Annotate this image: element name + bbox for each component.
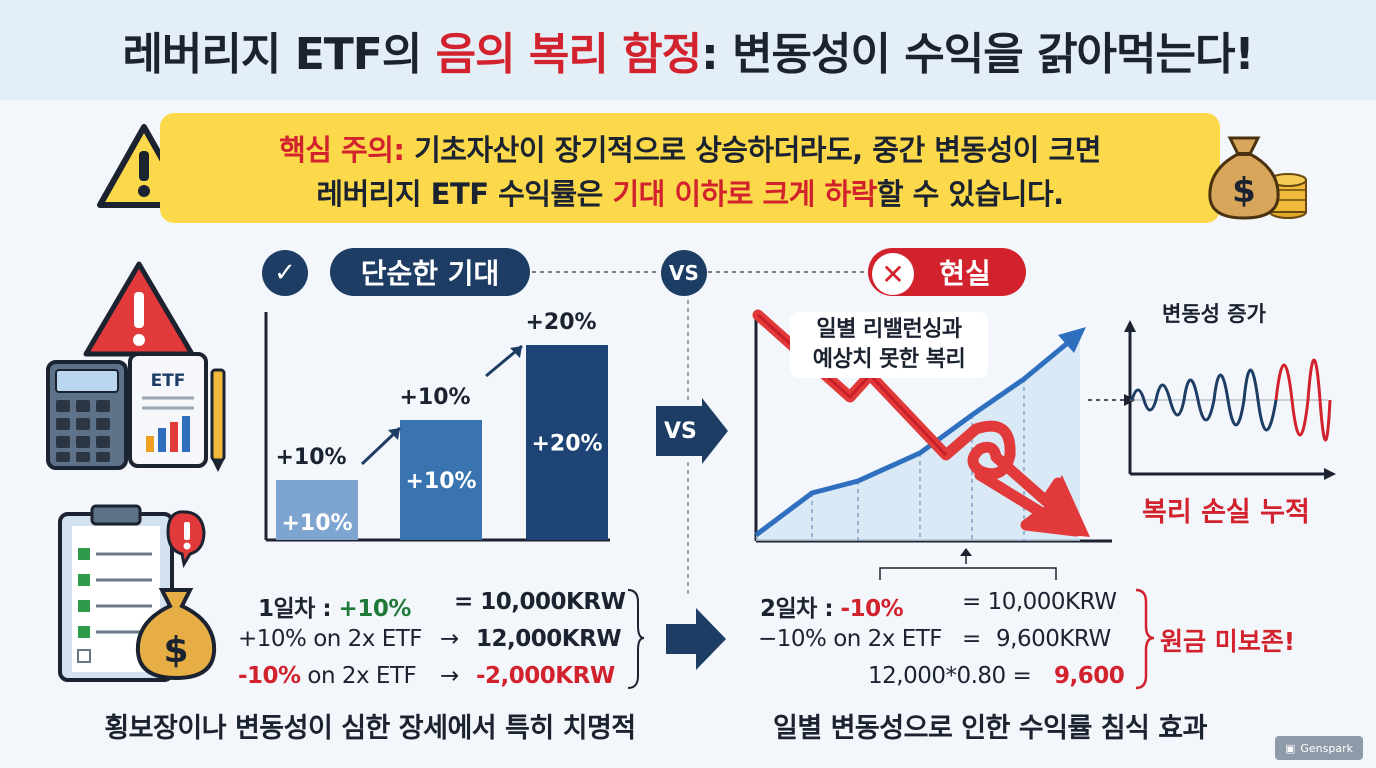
reality-bracket bbox=[879, 548, 1057, 580]
right-brace bbox=[1135, 588, 1155, 690]
title-bar bbox=[0, 0, 1376, 100]
left-brace bbox=[627, 589, 645, 689]
expectation-header: 단순한 기대 bbox=[330, 248, 530, 296]
genspark-logo-icon: ▣ bbox=[1284, 741, 1296, 755]
close-icon: ✕ bbox=[872, 253, 914, 295]
genspark-watermark[interactable]: ▣ Genspark bbox=[1275, 736, 1363, 760]
right-caption: 일별 변동성으로 인한 수익률 침식 효과 bbox=[773, 713, 1207, 744]
right-calc-row2-eq: = bbox=[962, 626, 981, 652]
left-caption: 횡보장이나 변동성이 심한 장세에서 특히 치명적 bbox=[104, 713, 636, 744]
expectation-bar-inner-label: +10% bbox=[405, 469, 476, 494]
svg-text:ETF: ETF bbox=[151, 371, 186, 391]
expectation-bar-top-label: +10% bbox=[275, 445, 346, 470]
right-calc-row2-label: −10% on 2x ETF bbox=[758, 626, 943, 652]
expectation-bar-3 bbox=[526, 345, 608, 540]
expectation-bar-inner-label: +20% bbox=[531, 432, 602, 457]
svg-text:$: $ bbox=[163, 630, 188, 671]
clipboard-moneybag-illustration: $ bbox=[58, 504, 217, 682]
expectation-bar-2 bbox=[400, 420, 482, 540]
left-calc-row3-result: -2,000KRW bbox=[476, 663, 615, 689]
svg-text:$: $ bbox=[1232, 171, 1256, 211]
banner-line-2: 레버리지 ETF 수익률은 기대 이하로 크게 하락할 수 있습니다. bbox=[316, 177, 1064, 211]
reality-annotation: 일별 리밸런싱과 예상치 못한 복리 bbox=[790, 312, 988, 378]
expectation-bar-chart: +10% +10% +10% +10% +20% +20% bbox=[264, 310, 610, 542]
title-highlight: 음의 복리 함정 bbox=[435, 29, 703, 80]
left-calc-row3-label: -10% on 2x ETF bbox=[238, 663, 417, 689]
principal-loss-note: 원금 미보존! bbox=[1160, 627, 1296, 656]
money-bag-icon: $ bbox=[1208, 136, 1307, 220]
right-calc-row1-label: 2일차 : -10% bbox=[760, 596, 904, 622]
right-calc-row3-result: 9,600 bbox=[1054, 663, 1125, 689]
expectation-bar-top-label: +10% bbox=[399, 385, 470, 410]
left-calc-row1-result: = 10,000KRW bbox=[454, 589, 626, 615]
warning-banner: 핵심 주의: 기초자산이 장기적으로 상승하더라도, 중간 변동성이 크면 레버… bbox=[160, 113, 1220, 223]
left-calc-row1-label: 1일차 : +10% bbox=[258, 596, 411, 622]
volatility-footer: 복리 손실 누적 bbox=[1142, 497, 1310, 528]
vs-label: VS bbox=[664, 419, 697, 444]
right-calc-row3-expr: 12,000*0.80 = bbox=[868, 663, 1032, 689]
banner-line-1: 핵심 주의: 기초자산이 장기적으로 상승하더라도, 중간 변동성이 크면 bbox=[279, 133, 1101, 167]
page-title: 레버리지 ETF의 음의 복리 함정: 변동성이 수익을 갉아먹는다! bbox=[122, 29, 1254, 80]
left-calc-row2-result: 12,000KRW bbox=[476, 626, 622, 652]
vs-badge: VS bbox=[661, 250, 707, 296]
right-calc-row2-result: 9,600KRW bbox=[996, 626, 1111, 652]
check-icon: ✓ bbox=[262, 250, 308, 296]
volatility-chart bbox=[1088, 320, 1336, 480]
watermark-label: Genspark bbox=[1300, 741, 1354, 755]
left-calc-row2-label: +10% on 2x ETF bbox=[238, 626, 423, 652]
expectation-bar-inner-label: +10% bbox=[281, 511, 352, 536]
annotation-line-2: 예상치 못한 복리 bbox=[812, 347, 966, 372]
vs-arrow bbox=[656, 398, 728, 464]
left-calc-row3-arrow: → bbox=[440, 663, 459, 689]
volatility-title: 변동성 증가 bbox=[1162, 302, 1266, 326]
right-calc-row1-result: = 10,000KRW bbox=[962, 589, 1117, 615]
expectation-bar-top-label: +20% bbox=[525, 310, 596, 335]
left-calc-row2-arrow: → bbox=[440, 626, 459, 652]
expectation-bar-1 bbox=[276, 480, 358, 540]
reality-chart bbox=[752, 309, 1112, 543]
calculator-etf-illustration: ETF bbox=[46, 261, 226, 472]
annotation-line-1: 일별 리밸런싱과 bbox=[816, 317, 962, 342]
right-arrow-icon bbox=[666, 608, 726, 670]
